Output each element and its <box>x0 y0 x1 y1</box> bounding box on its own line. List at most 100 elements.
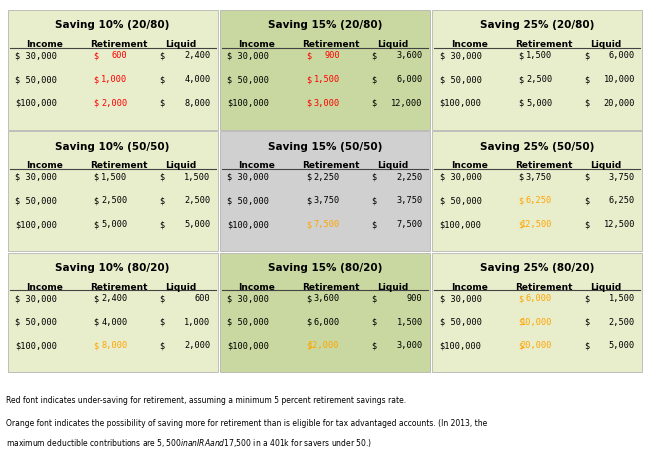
Text: 1,000: 1,000 <box>184 318 211 327</box>
Text: $: $ <box>372 99 377 108</box>
Text: $: $ <box>159 318 164 327</box>
Text: $ 50,000: $ 50,000 <box>227 197 269 205</box>
Text: $: $ <box>372 75 377 84</box>
Text: $: $ <box>94 173 99 182</box>
Text: Retirement: Retirement <box>90 40 148 49</box>
Text: 8,000: 8,000 <box>101 341 127 350</box>
Text: $ 50,000: $ 50,000 <box>15 318 57 327</box>
Text: $100,000: $100,000 <box>227 220 269 229</box>
Text: $: $ <box>584 99 590 108</box>
Text: Liquid: Liquid <box>590 40 621 49</box>
Text: Orange font indicates the possibility of saving more for retirement than is elig: Orange font indicates the possibility of… <box>6 419 488 428</box>
Text: $100,000: $100,000 <box>227 99 269 108</box>
Text: 20,000: 20,000 <box>521 341 552 350</box>
Text: 12,500: 12,500 <box>603 220 635 229</box>
Text: Liquid: Liquid <box>377 283 409 292</box>
Text: $: $ <box>372 197 377 205</box>
Text: $: $ <box>306 341 311 350</box>
Text: 6,000: 6,000 <box>396 75 422 84</box>
Text: $: $ <box>584 220 590 229</box>
Text: $ 30,000: $ 30,000 <box>439 173 482 182</box>
Text: 5,000: 5,000 <box>526 99 552 108</box>
Text: Retirement: Retirement <box>515 283 573 292</box>
Text: Liquid: Liquid <box>377 162 409 170</box>
Text: $ 30,000: $ 30,000 <box>227 294 269 303</box>
Text: Saving 25% (20/80): Saving 25% (20/80) <box>480 20 595 30</box>
Text: $: $ <box>584 318 590 327</box>
Text: $ 50,000: $ 50,000 <box>439 197 482 205</box>
Text: Income: Income <box>26 283 63 292</box>
Text: $: $ <box>306 99 311 108</box>
Text: 3,000: 3,000 <box>396 341 422 350</box>
Text: $100,000: $100,000 <box>439 99 482 108</box>
Text: $: $ <box>94 51 99 61</box>
Text: $: $ <box>372 51 377 61</box>
Text: Retirement: Retirement <box>90 283 148 292</box>
Text: $ 30,000: $ 30,000 <box>15 173 57 182</box>
Text: 2,000: 2,000 <box>101 99 127 108</box>
Text: 1,500: 1,500 <box>526 51 552 61</box>
Text: $: $ <box>584 341 590 350</box>
Text: $: $ <box>159 197 164 205</box>
Text: 6,250: 6,250 <box>609 197 635 205</box>
Text: $: $ <box>159 220 164 229</box>
Text: Retirement: Retirement <box>303 40 360 49</box>
Text: 6,000: 6,000 <box>526 294 552 303</box>
Text: $: $ <box>518 294 523 303</box>
Text: 3,750: 3,750 <box>609 173 635 182</box>
Text: Liquid: Liquid <box>165 162 196 170</box>
Text: Income: Income <box>26 162 63 170</box>
Text: $: $ <box>372 294 377 303</box>
Text: 3,600: 3,600 <box>396 51 422 61</box>
Text: Saving 15% (20/80): Saving 15% (20/80) <box>268 20 382 30</box>
Text: Income: Income <box>451 283 488 292</box>
Text: $: $ <box>584 197 590 205</box>
Text: 2,400: 2,400 <box>101 294 127 303</box>
Text: $: $ <box>306 294 311 303</box>
Text: $: $ <box>584 51 590 61</box>
Text: 1,500: 1,500 <box>101 173 127 182</box>
Text: 900: 900 <box>324 51 340 61</box>
Text: $100,000: $100,000 <box>227 341 269 350</box>
Text: $: $ <box>159 173 164 182</box>
Text: 2,000: 2,000 <box>184 341 211 350</box>
Text: 3,750: 3,750 <box>313 197 340 205</box>
Text: Retirement: Retirement <box>303 283 360 292</box>
Text: Liquid: Liquid <box>590 283 621 292</box>
Text: $: $ <box>306 173 311 182</box>
Text: 2,500: 2,500 <box>526 75 552 84</box>
Text: Liquid: Liquid <box>165 40 196 49</box>
Text: 20,000: 20,000 <box>603 99 635 108</box>
Text: Saving 10% (20/80): Saving 10% (20/80) <box>55 20 170 30</box>
Text: Liquid: Liquid <box>377 40 409 49</box>
Text: $: $ <box>372 220 377 229</box>
Text: 4,000: 4,000 <box>101 318 127 327</box>
Text: $: $ <box>372 173 377 182</box>
Text: $: $ <box>94 318 99 327</box>
Text: $: $ <box>584 173 590 182</box>
Text: 7,500: 7,500 <box>313 220 340 229</box>
Text: $ 50,000: $ 50,000 <box>227 75 269 84</box>
Text: 2,500: 2,500 <box>184 197 211 205</box>
Text: 10,000: 10,000 <box>603 75 635 84</box>
Text: $ 30,000: $ 30,000 <box>227 173 269 182</box>
Text: $: $ <box>159 99 164 108</box>
Text: Income: Income <box>239 283 276 292</box>
Text: $: $ <box>306 197 311 205</box>
Text: $: $ <box>518 51 523 61</box>
Text: 1,500: 1,500 <box>313 75 340 84</box>
Text: $: $ <box>518 75 523 84</box>
Text: Red font indicates under-saving for retirement, assuming a minimum 5 percent ret: Red font indicates under-saving for reti… <box>6 396 407 405</box>
Text: $ 30,000: $ 30,000 <box>439 51 482 61</box>
Text: 7,500: 7,500 <box>396 220 422 229</box>
Text: Retirement: Retirement <box>303 162 360 170</box>
Text: $ 30,000: $ 30,000 <box>227 51 269 61</box>
Text: $: $ <box>372 318 377 327</box>
Text: 12,500: 12,500 <box>521 220 552 229</box>
Text: Income: Income <box>451 162 488 170</box>
Text: 5,000: 5,000 <box>101 220 127 229</box>
Text: Income: Income <box>239 162 276 170</box>
Text: Saving 25% (50/50): Saving 25% (50/50) <box>480 142 595 152</box>
Text: $: $ <box>159 294 164 303</box>
Text: $: $ <box>306 75 311 84</box>
